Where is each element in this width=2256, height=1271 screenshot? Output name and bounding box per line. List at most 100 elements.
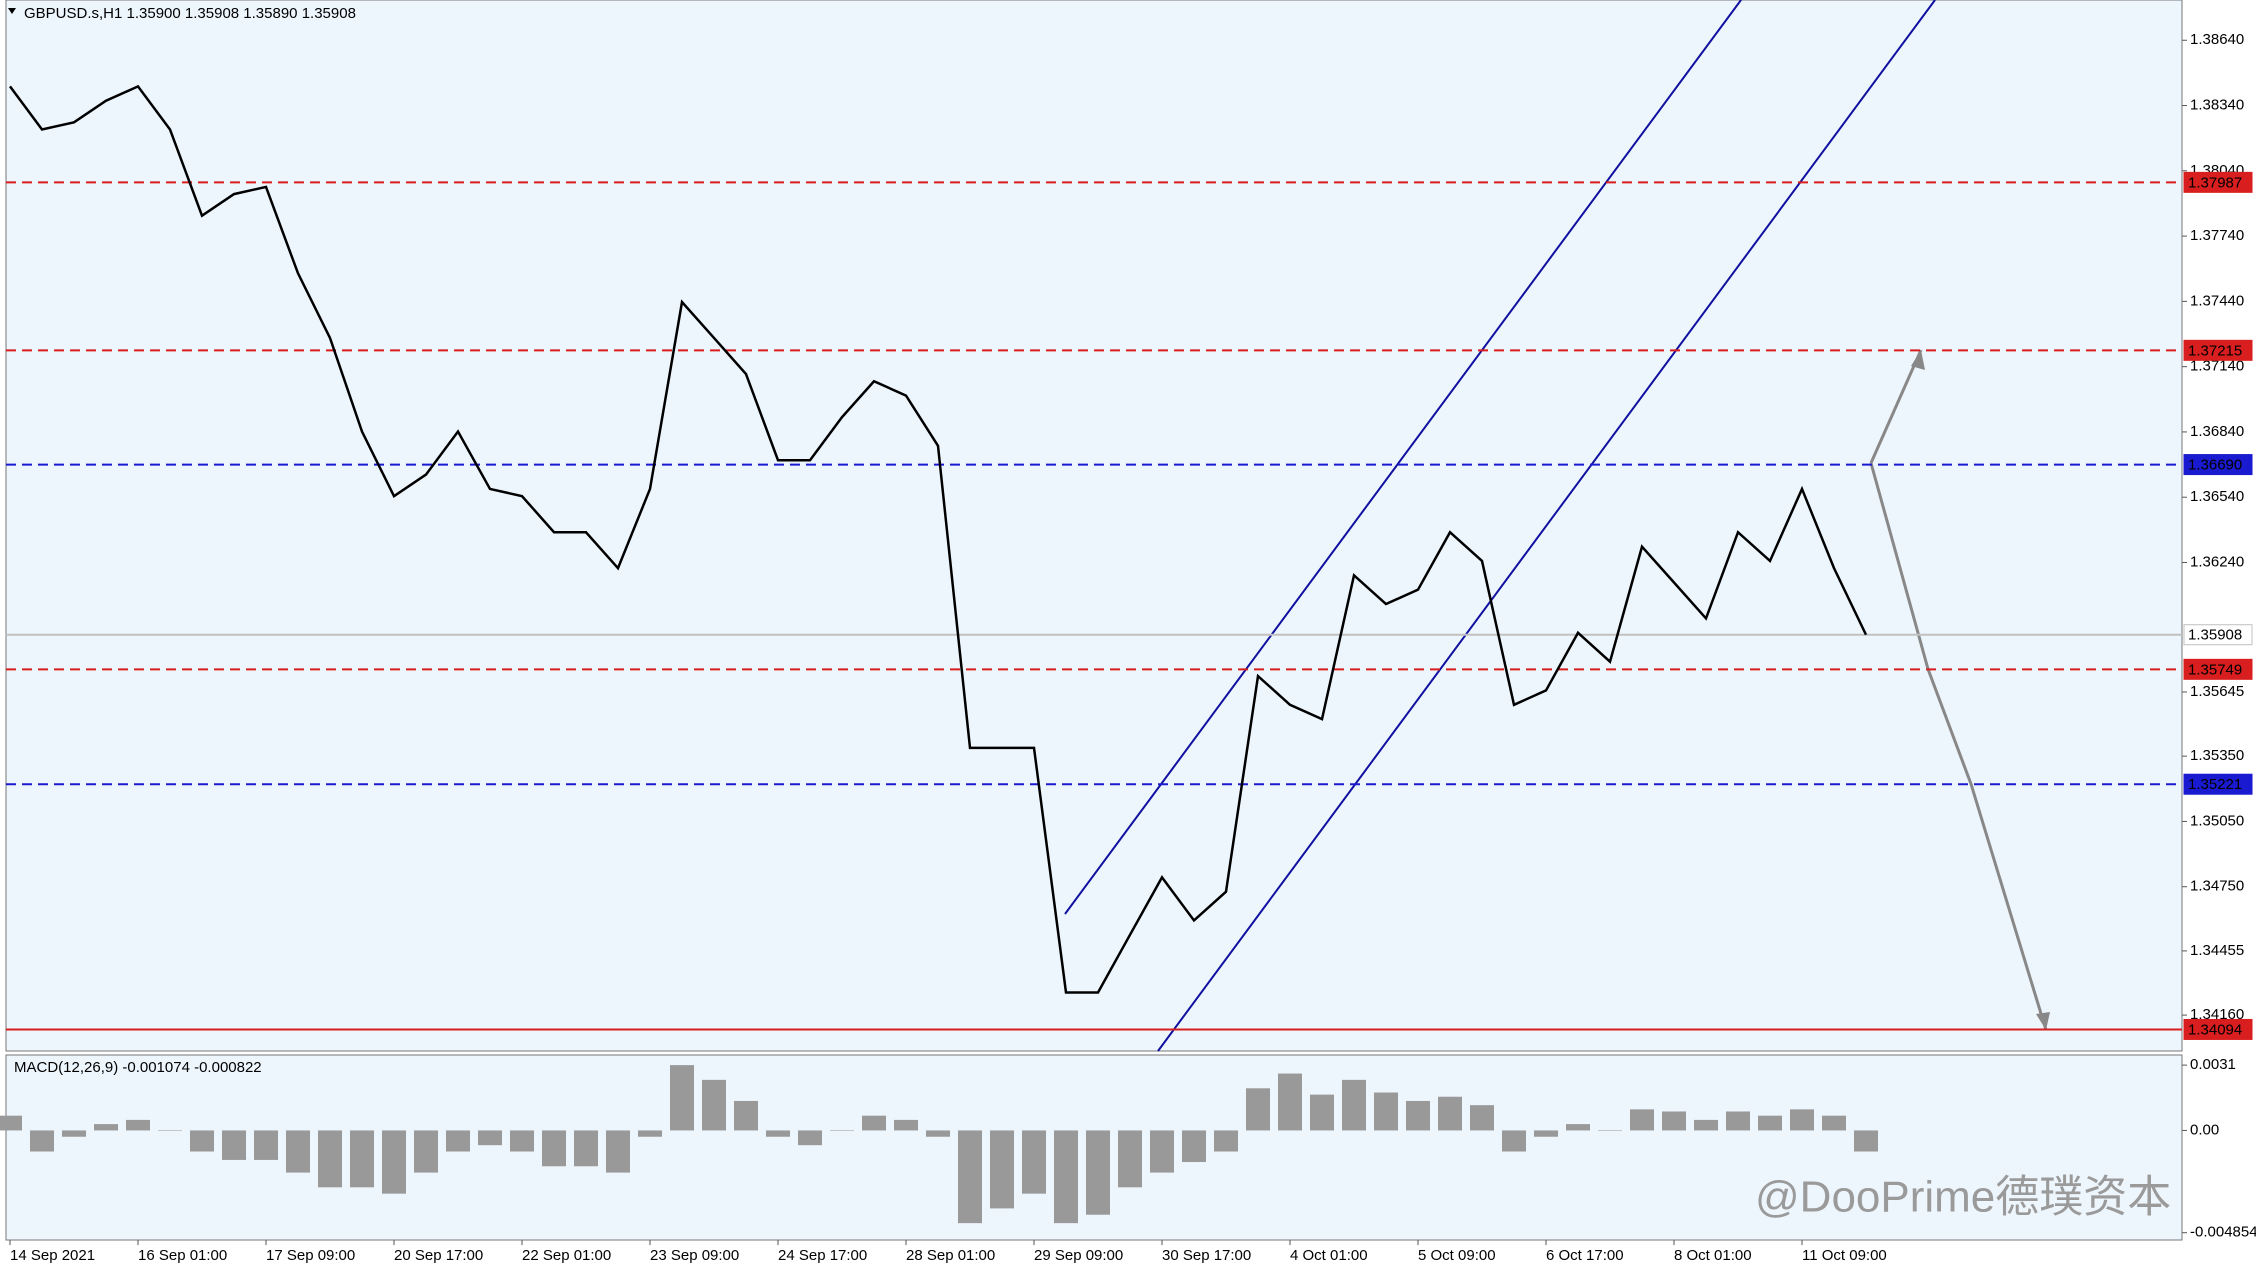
x-tick-label: 8 Oct 01:00 bbox=[1674, 1247, 1752, 1264]
y-tick-label: 1.36540 bbox=[2190, 488, 2244, 505]
macd-bar bbox=[1662, 1111, 1686, 1131]
macd-bar bbox=[1278, 1073, 1302, 1131]
macd-bar bbox=[1406, 1100, 1430, 1131]
level-tag bbox=[2183, 454, 2253, 476]
macd-bar bbox=[1374, 1092, 1398, 1131]
level-label: 1.35221 bbox=[2188, 776, 2242, 793]
channel-line bbox=[1157, 0, 1936, 1052]
x-tick-label: 28 Sep 01:00 bbox=[906, 1247, 995, 1264]
x-tick-label: 11 Oct 09:00 bbox=[1802, 1247, 1887, 1264]
x-tick-label: 16 Sep 01:00 bbox=[138, 1247, 227, 1264]
macd-title: MACD(12,26,9) -0.001074 -0.000822 bbox=[14, 1059, 262, 1076]
macd-bar bbox=[606, 1130, 630, 1173]
x-tick-label: 17 Sep 09:00 bbox=[266, 1247, 355, 1264]
macd-bar bbox=[990, 1130, 1014, 1209]
macd-bar bbox=[1822, 1115, 1846, 1131]
macd-bar bbox=[1790, 1109, 1814, 1131]
macd-bar bbox=[798, 1130, 822, 1146]
x-tick-label: 6 Oct 17:00 bbox=[1546, 1247, 1624, 1264]
x-tick-label: 14 Sep 2021 bbox=[10, 1247, 95, 1264]
y-tick-label: 1.38640 bbox=[2190, 31, 2244, 48]
macd-bar bbox=[766, 1130, 790, 1137]
projection-arrow bbox=[1869, 349, 1923, 464]
level-tag bbox=[2183, 339, 2253, 361]
macd-bar bbox=[1118, 1130, 1142, 1188]
price-line bbox=[8, 84, 1868, 994]
x-tick-label: 30 Sep 17:00 bbox=[1162, 1247, 1251, 1264]
chart-title: GBPUSD.s,H1 1.35900 1.35908 1.35890 1.35… bbox=[24, 5, 356, 22]
macd-bar bbox=[1246, 1088, 1270, 1131]
macd-bar bbox=[158, 1130, 182, 1131]
macd-bar bbox=[254, 1130, 278, 1160]
macd-bar bbox=[638, 1130, 662, 1137]
y-tick-label: 1.35350 bbox=[2190, 747, 2244, 764]
level-label: 1.36690 bbox=[2188, 457, 2242, 474]
arrow-head bbox=[1911, 350, 1925, 370]
macd-bar bbox=[1566, 1124, 1590, 1131]
macd-bar bbox=[830, 1130, 854, 1131]
x-tick-label: 22 Sep 01:00 bbox=[522, 1247, 611, 1264]
macd-bar bbox=[1054, 1130, 1078, 1224]
y-tick-label: 1.37740 bbox=[2190, 227, 2244, 244]
macd-bar bbox=[1598, 1130, 1622, 1131]
level-label: 1.35749 bbox=[2188, 661, 2242, 678]
macd-bar bbox=[1694, 1119, 1718, 1131]
macd-bar bbox=[126, 1119, 150, 1131]
macd-bar bbox=[1086, 1130, 1110, 1215]
channel-line bbox=[1064, 0, 1742, 915]
macd-bar bbox=[1854, 1130, 1878, 1152]
macd-bar bbox=[894, 1119, 918, 1131]
macd-bar bbox=[0, 1115, 22, 1131]
arrow-head bbox=[2036, 1012, 2050, 1030]
x-tick-label: 23 Sep 09:00 bbox=[650, 1247, 739, 1264]
level-label: 1.34094 bbox=[2188, 1021, 2242, 1038]
x-tick-label: 29 Sep 09:00 bbox=[1034, 1247, 1123, 1264]
macd-bar bbox=[574, 1130, 598, 1167]
macd-bar bbox=[414, 1130, 438, 1173]
watermark: @DooPrime德璞资本 bbox=[1755, 1173, 2171, 1222]
y-tick-label: 1.36240 bbox=[2190, 553, 2244, 570]
x-tick-label: 20 Sep 17:00 bbox=[394, 1247, 483, 1264]
macd-bar bbox=[1022, 1130, 1046, 1194]
macd-bar bbox=[1438, 1096, 1462, 1131]
symbol-marker bbox=[8, 8, 16, 14]
y-tick-label: 1.36840 bbox=[2190, 423, 2244, 440]
macd-bar bbox=[222, 1130, 246, 1160]
macd-bar bbox=[1502, 1130, 1526, 1152]
price-panel bbox=[5, 0, 2183, 1052]
macd-bar bbox=[94, 1124, 118, 1131]
level-label: 1.37215 bbox=[2188, 342, 2242, 359]
level-tag bbox=[2183, 171, 2253, 193]
macd-bar bbox=[382, 1130, 406, 1194]
x-tick-label: 5 Oct 09:00 bbox=[1418, 1247, 1496, 1264]
y-tick-label: 0.00 bbox=[2190, 1121, 2219, 1138]
x-tick-label: 24 Sep 17:00 bbox=[778, 1247, 867, 1264]
macd-bar bbox=[670, 1065, 694, 1131]
macd-bar bbox=[1630, 1109, 1654, 1131]
macd-bar bbox=[1214, 1130, 1238, 1152]
level-tag bbox=[2183, 658, 2253, 680]
macd-bar bbox=[1726, 1111, 1750, 1131]
macd-bar bbox=[702, 1079, 726, 1131]
macd-bar bbox=[1150, 1130, 1174, 1173]
macd-bar bbox=[1470, 1105, 1494, 1131]
y-tick-label: 1.38340 bbox=[2190, 97, 2244, 114]
macd-bar bbox=[286, 1130, 310, 1173]
macd-bar bbox=[1342, 1079, 1366, 1131]
macd-bar bbox=[542, 1130, 566, 1167]
level-tag bbox=[2183, 1018, 2253, 1040]
projection-arrow bbox=[1869, 462, 2048, 1031]
y-tick-label: 1.34160 bbox=[2190, 1006, 2244, 1023]
y-tick-label: 1.34455 bbox=[2190, 942, 2244, 959]
y-tick-label: -0.004854 bbox=[2190, 1224, 2256, 1241]
macd-bar bbox=[510, 1130, 534, 1152]
y-tick-label: 1.34750 bbox=[2190, 878, 2244, 895]
x-tick-label: 4 Oct 01:00 bbox=[1290, 1247, 1368, 1264]
macd-bar bbox=[62, 1130, 86, 1137]
macd-bar bbox=[1182, 1130, 1206, 1163]
macd-bar bbox=[734, 1100, 758, 1131]
level-label: 1.35908 bbox=[2188, 627, 2242, 644]
y-tick-label: 1.37440 bbox=[2190, 292, 2244, 309]
level-tag bbox=[2183, 773, 2253, 795]
